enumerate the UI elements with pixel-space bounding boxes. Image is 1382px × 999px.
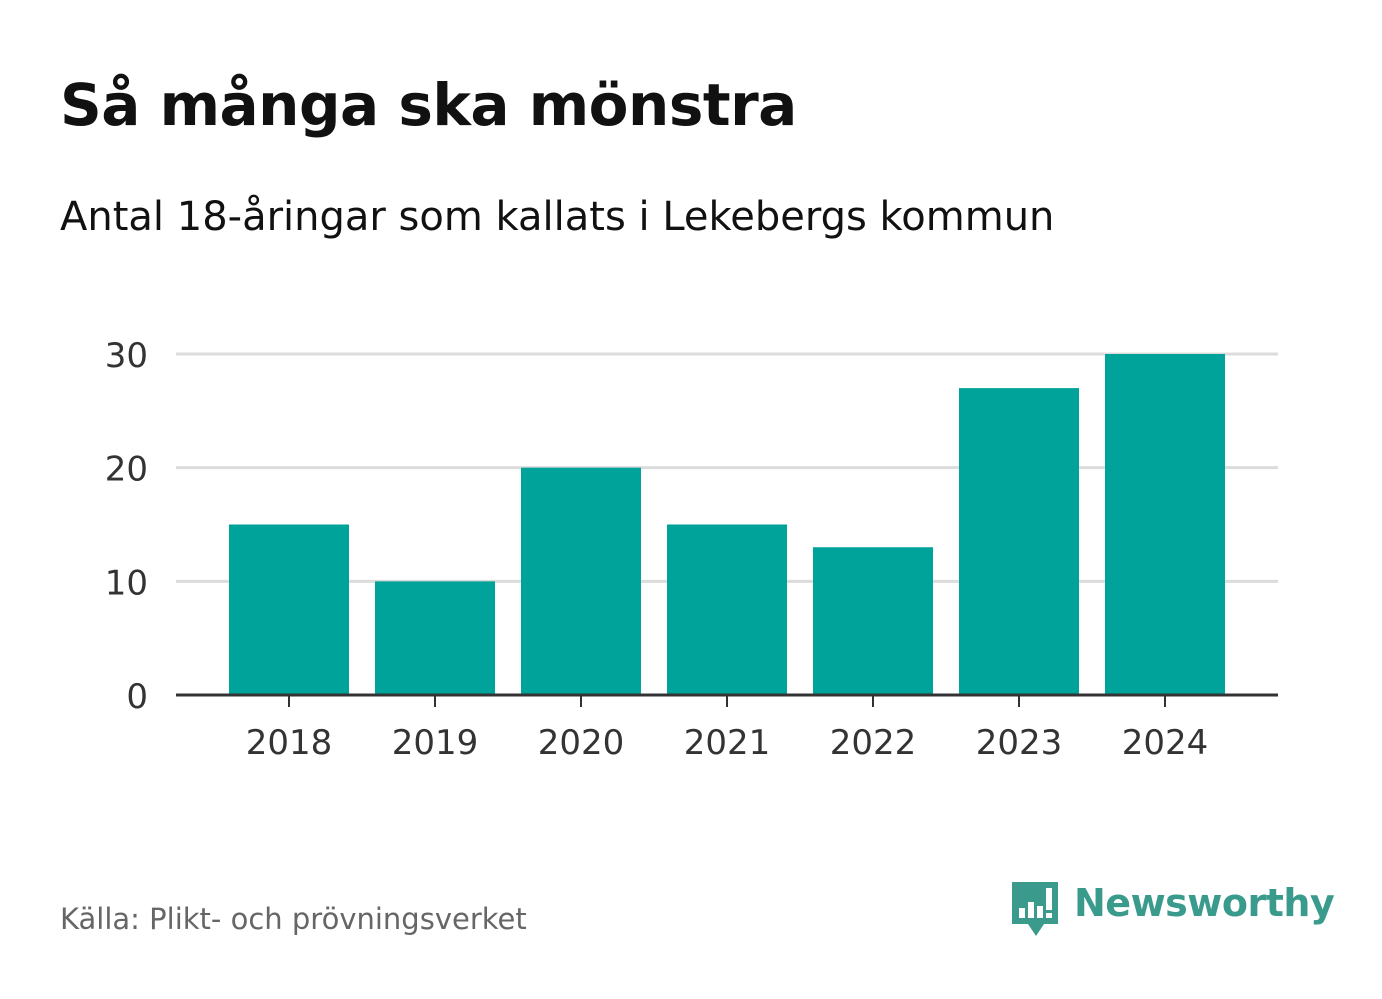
- chart-subtitle: Antal 18-åringar som kallats i Lekebergs…: [60, 194, 1055, 240]
- bar-2021: [667, 524, 787, 695]
- bar-2022: [813, 547, 933, 695]
- x-tick-label: 2018: [246, 723, 333, 763]
- source-note: Källa: Plikt- och prövningsverket: [60, 902, 527, 936]
- x-tick-label: 2022: [830, 723, 917, 763]
- bar-2024: [1105, 354, 1225, 695]
- brand-logo: Newsworthy: [1010, 876, 1335, 940]
- newsworthy-bar-chart-speech-bubble-icon: [1012, 882, 1058, 936]
- y-tick-label: 20: [105, 450, 148, 490]
- chart-title: Så många ska mönstra: [60, 71, 797, 139]
- x-tick-label: 2019: [392, 723, 479, 763]
- bars: [229, 354, 1225, 695]
- bar-2019: [375, 581, 495, 695]
- x-tick-label: 2020: [538, 723, 625, 763]
- x-tick-label: 2024: [1122, 723, 1209, 763]
- y-axis-ticks: 0 10 20 30: [105, 336, 148, 717]
- y-tick-label: 30: [105, 336, 148, 376]
- bar-2018: [229, 524, 349, 695]
- x-tick-label: 2021: [684, 723, 771, 763]
- y-tick-label: 10: [105, 563, 148, 603]
- bar-2020: [521, 467, 641, 695]
- brand-name: Newsworthy: [1074, 881, 1335, 925]
- x-axis-ticks: 2018 2019 2020 2021 2022 2023 2024: [246, 695, 1209, 763]
- x-tick-label: 2023: [976, 723, 1063, 763]
- y-tick-label: 0: [126, 677, 148, 717]
- bar-2023: [959, 388, 1079, 695]
